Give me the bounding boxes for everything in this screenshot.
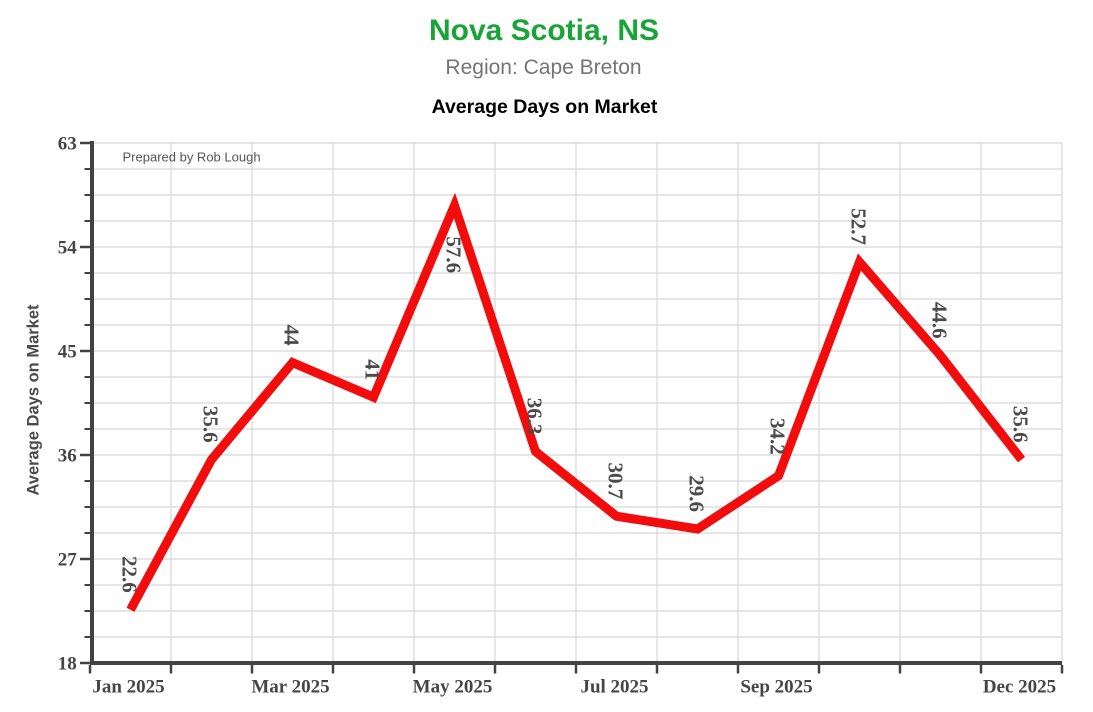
svg-text:36: 36	[58, 446, 77, 467]
svg-text:52.7: 52.7	[846, 208, 870, 245]
svg-text:30.7: 30.7	[603, 462, 627, 499]
svg-text:44.6: 44.6	[927, 302, 951, 339]
svg-text:44: 44	[279, 325, 303, 347]
svg-text:22.6: 22.6	[117, 556, 141, 593]
svg-text:Dec 2025: Dec 2025	[983, 677, 1056, 698]
svg-text:Sep 2025: Sep 2025	[740, 677, 812, 698]
svg-text:Jan 2025: Jan 2025	[92, 677, 164, 698]
svg-text:36.3: 36.3	[522, 398, 546, 435]
svg-text:Average Days on Market: Average Days on Market	[25, 304, 43, 496]
svg-text:Mar 2025: Mar 2025	[251, 677, 329, 698]
svg-text:34.2: 34.2	[765, 418, 789, 455]
svg-text:Jul 2025: Jul 2025	[580, 677, 648, 698]
svg-text:29.6: 29.6	[684, 475, 708, 512]
svg-text:57.6: 57.6	[441, 236, 465, 273]
svg-text:35.6: 35.6	[198, 406, 222, 443]
svg-text:54: 54	[58, 238, 78, 259]
svg-text:18: 18	[58, 654, 77, 675]
svg-text:27: 27	[58, 550, 78, 571]
svg-text:May 2025: May 2025	[413, 677, 493, 698]
svg-text:Prepared by Rob Lough: Prepared by Rob Lough	[123, 150, 261, 165]
svg-text:63: 63	[58, 134, 77, 155]
svg-text:41: 41	[360, 359, 384, 380]
svg-text:35.6: 35.6	[1008, 406, 1032, 443]
svg-text:45: 45	[58, 342, 77, 363]
